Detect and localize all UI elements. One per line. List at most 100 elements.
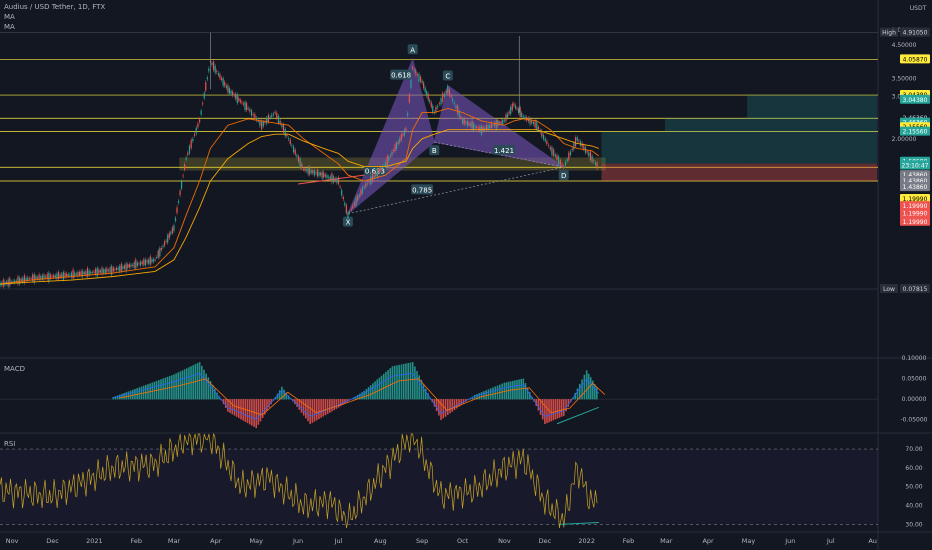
candle-body bbox=[329, 176, 331, 180]
macd-bar bbox=[268, 399, 270, 408]
macd-bar bbox=[112, 397, 115, 400]
ma-slow-label[interactable]: MA bbox=[4, 23, 15, 31]
ma-fast-label[interactable]: MA bbox=[4, 13, 15, 21]
price-axis[interactable]: 5.000004.500003.500003.000002.00000USDTH… bbox=[880, 5, 930, 528]
candle-body bbox=[466, 120, 468, 127]
candle-body bbox=[554, 154, 556, 157]
candle-body bbox=[235, 93, 237, 99]
candle-body bbox=[463, 118, 465, 125]
candle-body bbox=[370, 176, 372, 185]
macd-bar bbox=[229, 399, 231, 414]
time-tick-label: Aug bbox=[374, 537, 387, 545]
candle-body bbox=[252, 114, 254, 116]
candle-body bbox=[309, 166, 311, 175]
symbol-title[interactable]: Audius / USD Tether, 1D, FTX bbox=[4, 3, 106, 11]
candle-body bbox=[297, 156, 300, 162]
candle-body bbox=[230, 91, 232, 94]
horizontal-levels[interactable] bbox=[0, 32, 878, 290]
macd-bar bbox=[535, 399, 538, 406]
candle-body bbox=[200, 110, 202, 115]
candle-body bbox=[10, 281, 13, 283]
candle-body bbox=[225, 85, 227, 88]
macd-bar bbox=[556, 399, 559, 419]
harmonic-pattern[interactable]: X A B C D 0.618 0.623 1.421 0.785 bbox=[297, 44, 569, 227]
time-tick-label: Dec bbox=[46, 537, 59, 545]
position-boxes[interactable] bbox=[179, 95, 877, 181]
macd-divergence-line bbox=[556, 406, 600, 425]
macd-bar bbox=[125, 392, 128, 400]
macd-bar bbox=[550, 399, 552, 422]
candle-body bbox=[500, 120, 502, 124]
candle-body bbox=[185, 157, 187, 160]
macd-bar bbox=[134, 388, 136, 400]
candle-body bbox=[131, 265, 134, 266]
candle-body bbox=[355, 197, 357, 206]
candle-body bbox=[114, 269, 116, 270]
candle-body bbox=[62, 272, 64, 280]
rsi-tick-label: 60.00 bbox=[905, 465, 922, 472]
axis-price-value: 1.19990 bbox=[903, 196, 928, 203]
macd-bar bbox=[369, 385, 372, 400]
time-axis[interactable]: Nov Dec 2021 Feb Mar Apr May Jun Jul Aug Sep Oct Nov… bbox=[6, 537, 877, 545]
macd-bar bbox=[266, 399, 268, 412]
macd-bar bbox=[123, 393, 125, 400]
macd-bar bbox=[398, 364, 401, 400]
macd-bar bbox=[235, 399, 238, 417]
macd-bar bbox=[483, 391, 485, 400]
macd-bar bbox=[402, 363, 405, 400]
candle-body bbox=[345, 205, 347, 214]
macd-bar bbox=[442, 399, 445, 419]
candle-body bbox=[171, 227, 174, 233]
macd-bar bbox=[455, 399, 458, 409]
candle-body bbox=[319, 172, 322, 176]
time-tick-label: Feb bbox=[623, 537, 635, 545]
macd-bar bbox=[374, 381, 376, 400]
candle-body bbox=[378, 169, 380, 173]
macd-bar bbox=[378, 377, 381, 400]
macd-bar bbox=[458, 399, 460, 407]
candle-body bbox=[468, 122, 470, 125]
candle-body bbox=[193, 134, 196, 136]
axis-price-tag bbox=[900, 126, 930, 136]
rsi-pane: RSI bbox=[0, 432, 878, 529]
candle-body bbox=[516, 108, 518, 110]
macd-bar bbox=[118, 394, 121, 400]
candle-body bbox=[521, 112, 523, 117]
candle-body bbox=[537, 126, 540, 130]
macd-bar bbox=[424, 388, 427, 400]
macd-bar bbox=[528, 392, 531, 400]
pattern-point-c: C bbox=[445, 73, 450, 81]
candle-body bbox=[397, 141, 399, 144]
candle-body bbox=[323, 172, 325, 178]
macd-bar bbox=[361, 392, 363, 400]
macd-bar bbox=[283, 389, 285, 400]
macd-bar bbox=[526, 387, 529, 400]
rsi-tick-label: 70.00 bbox=[905, 446, 922, 453]
candle-body bbox=[257, 120, 259, 122]
macd-tick-label: -0.05000 bbox=[901, 417, 928, 424]
macd-bar bbox=[131, 389, 134, 400]
candle-body bbox=[443, 93, 445, 97]
candle-body bbox=[324, 174, 326, 177]
candle-body bbox=[399, 138, 401, 143]
price-tick-label: 3.50000 bbox=[892, 75, 917, 82]
macd-bar bbox=[473, 395, 476, 400]
candle-body bbox=[553, 149, 555, 156]
candle-body bbox=[179, 190, 181, 196]
macd-bar bbox=[324, 399, 327, 416]
macd-bar bbox=[409, 362, 412, 400]
candle-body bbox=[558, 156, 560, 165]
candle-body bbox=[96, 268, 98, 277]
macd-tick-label: 0.00000 bbox=[902, 396, 927, 403]
candle-body bbox=[23, 275, 26, 283]
candle-body bbox=[41, 275, 43, 280]
candle-body bbox=[143, 259, 145, 265]
macd-bar bbox=[380, 375, 383, 400]
candle-body bbox=[247, 108, 249, 109]
macd-bar bbox=[209, 381, 212, 400]
candle-body bbox=[304, 168, 306, 171]
candle-body bbox=[485, 125, 487, 130]
target-zone-3 bbox=[747, 95, 877, 164]
candle-body bbox=[188, 145, 191, 154]
